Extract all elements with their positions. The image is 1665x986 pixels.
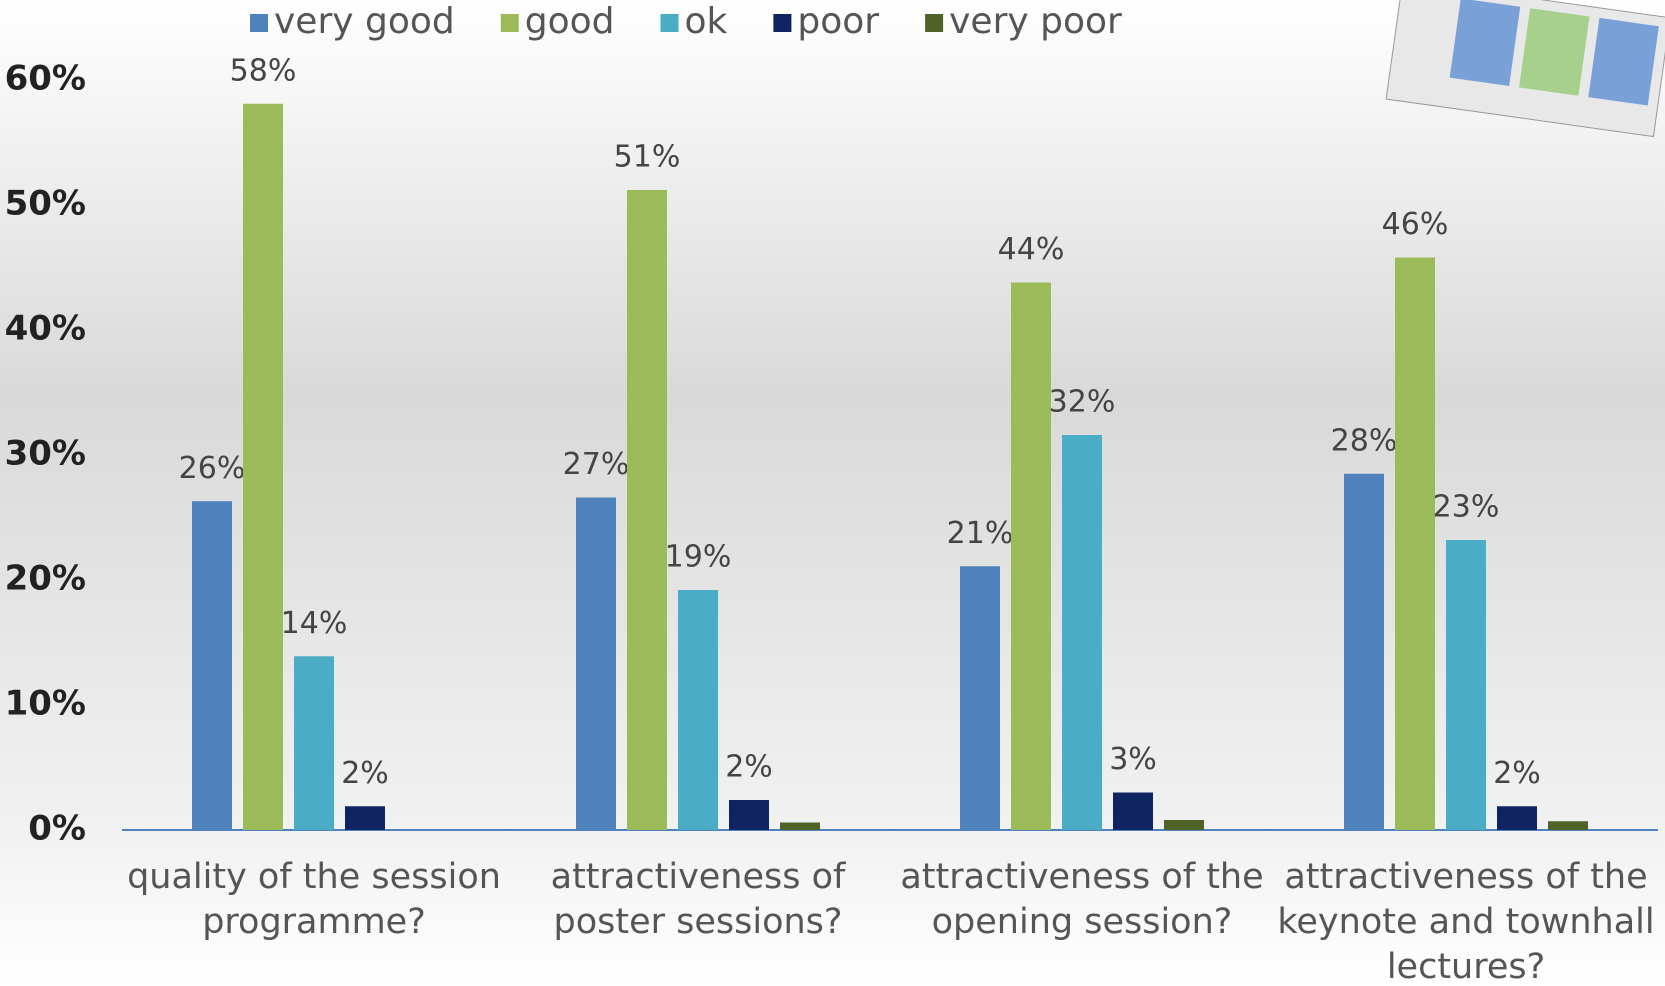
bar [678,590,718,830]
bar [1497,806,1537,830]
legend-swatch [250,14,268,32]
bar [1548,821,1588,830]
legend-swatch [500,14,519,32]
bar [1395,257,1435,830]
value-label: 21% [947,516,1014,551]
value-label: 58% [230,53,297,88]
bar [576,497,616,830]
value-label: 14% [281,606,348,641]
value-label: 51% [614,140,681,175]
inset-image [1385,0,1665,138]
bar [780,822,820,830]
bar [1164,820,1204,830]
y-tick-label: 0% [28,809,86,849]
value-label: 23% [1433,490,1500,525]
bar [294,656,334,830]
legend-label: poor [797,1,879,42]
legend-swatch [925,14,944,32]
y-tick-label: 50% [5,184,86,224]
value-label: 32% [1049,385,1116,420]
x-tick-label: attractiveness of poster sessions? [550,857,846,942]
legend-label: very good [274,1,455,42]
value-label: 2% [725,750,773,785]
y-tick-label: 30% [5,434,86,474]
x-tick-label: attractiveness of the keynote and townha… [1277,857,1655,986]
bar [1344,473,1384,830]
value-label: 2% [1493,756,1541,791]
value-label: 26% [179,451,246,486]
bar [243,103,283,830]
bar [1446,540,1486,830]
y-tick-label: 60% [5,59,86,99]
value-label: 44% [998,232,1065,267]
value-label: 27% [563,447,630,482]
legend-label: very poor [949,1,1122,42]
bar [1011,282,1051,830]
legend-swatch [660,14,679,32]
legend-swatch [773,14,792,32]
bar [192,501,232,830]
bar [627,190,667,830]
value-label: 3% [1109,742,1157,777]
value-label: 2% [341,756,389,791]
y-tick-label: 10% [5,684,86,724]
bar [729,800,769,830]
value-label: 28% [1331,423,1398,458]
legend-label: ok [685,1,728,42]
legend-label: good [525,1,615,42]
value-label: 19% [665,540,732,575]
y-tick-label: 20% [5,559,86,599]
bar [1062,435,1102,830]
bar [960,566,1000,830]
x-tick-label: attractiveness of the opening session? [900,857,1264,942]
bar [345,806,385,830]
x-tick-label: quality of the session programme? [127,857,501,942]
bar [1113,792,1153,830]
value-label: 46% [1382,207,1449,242]
y-tick-label: 40% [5,309,86,349]
